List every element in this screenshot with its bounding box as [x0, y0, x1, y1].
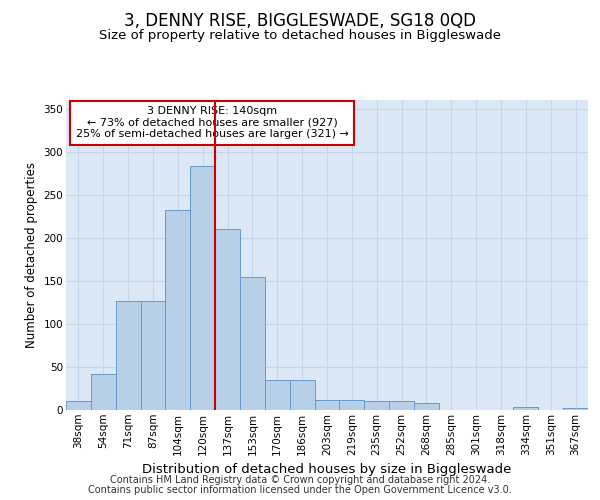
Bar [215, 229, 240, 410]
Text: 3 DENNY RISE: 140sqm
← 73% of detached houses are smaller (927)
25% of semi-deta: 3 DENNY RISE: 140sqm ← 73% of detached h… [76, 106, 349, 140]
Text: 3, DENNY RISE, BIGGLESWADE, SG18 0QD: 3, DENNY RISE, BIGGLESWADE, SG18 0QD [124, 12, 476, 30]
Bar [116, 300, 140, 410]
Bar [563, 408, 588, 410]
Bar [314, 400, 340, 410]
Bar [265, 380, 290, 410]
Bar [414, 403, 439, 410]
Y-axis label: Number of detached properties: Number of detached properties [25, 162, 38, 348]
Text: Contains public sector information licensed under the Open Government Licence v3: Contains public sector information licen… [88, 485, 512, 495]
Text: Contains HM Land Registry data © Crown copyright and database right 2024.: Contains HM Land Registry data © Crown c… [110, 475, 490, 485]
Bar [240, 276, 265, 410]
X-axis label: Distribution of detached houses by size in Biggleswade: Distribution of detached houses by size … [142, 463, 512, 476]
Bar [66, 402, 91, 410]
Bar [91, 374, 116, 410]
Bar [364, 402, 389, 410]
Bar [140, 300, 166, 410]
Bar [389, 402, 414, 410]
Bar [166, 210, 190, 410]
Bar [290, 380, 314, 410]
Text: Size of property relative to detached houses in Biggleswade: Size of property relative to detached ho… [99, 29, 501, 42]
Bar [340, 400, 364, 410]
Bar [514, 408, 538, 410]
Bar [190, 166, 215, 410]
